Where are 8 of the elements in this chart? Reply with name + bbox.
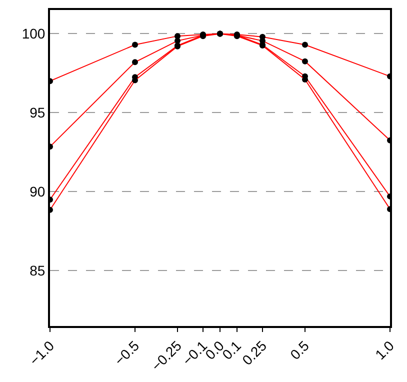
y-tick-label: 95 xyxy=(30,104,46,121)
y-tick-label: 90 xyxy=(30,184,46,200)
x-tick-label: −0.5 xyxy=(111,337,142,368)
x-tick-label: −1.0 xyxy=(26,337,58,368)
y-tick-label: 100 xyxy=(22,26,46,42)
x-tick-label: 1.0 xyxy=(372,337,398,363)
x-tick-label: 0.5 xyxy=(286,337,312,363)
y-tick-label: 85 xyxy=(30,262,46,279)
